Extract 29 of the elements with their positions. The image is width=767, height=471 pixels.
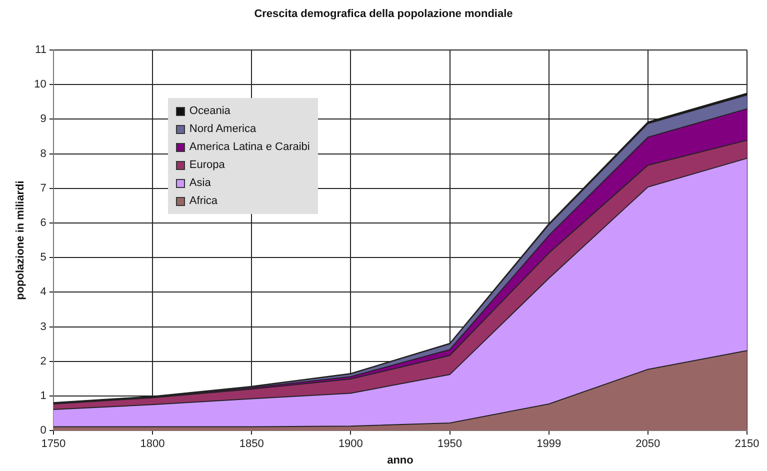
y-tick-label: 10 [34, 78, 46, 91]
legend-label: Nord America [189, 123, 256, 135]
x-tick-label: 1800 [140, 438, 165, 450]
y-tick-label: 6 [40, 217, 46, 230]
y-tick-label: 5 [40, 252, 46, 264]
y-tick-label: 7 [40, 182, 46, 194]
y-tick-label: 9 [40, 113, 46, 126]
x-tick-label: 2150 [734, 438, 760, 450]
y-tick-label: 8 [40, 148, 46, 160]
legend-label: Oceania [189, 105, 230, 117]
legend-label: America Latina e Caraibi [189, 141, 310, 153]
y-tick-label: 3 [40, 320, 46, 333]
legend-label: Asia [189, 177, 211, 189]
x-tick-label: 1850 [239, 438, 264, 450]
y-tick-label: 4 [40, 286, 46, 298]
y-axis-title: popolazione in miliardi [14, 180, 27, 300]
x-tick-label: 2050 [636, 438, 660, 450]
x-axis-title: anno [387, 454, 414, 466]
chart-title: Crescita demografica della popolazione mondiale [253, 8, 514, 20]
y-tick-label: 2 [40, 355, 46, 368]
x-tick-label: 1999 [536, 438, 562, 450]
y-tick-label: 0 [40, 424, 46, 437]
y-tick-label: 11 [35, 44, 46, 56]
y-tick-label: 1 [40, 390, 46, 402]
legend-label: Europa [189, 159, 225, 171]
legend-label: Africa [189, 195, 218, 207]
x-tick-label: 1900 [338, 438, 363, 450]
x-tick-label: 1750 [41, 438, 66, 450]
x-tick-label: 1950 [438, 438, 462, 450]
